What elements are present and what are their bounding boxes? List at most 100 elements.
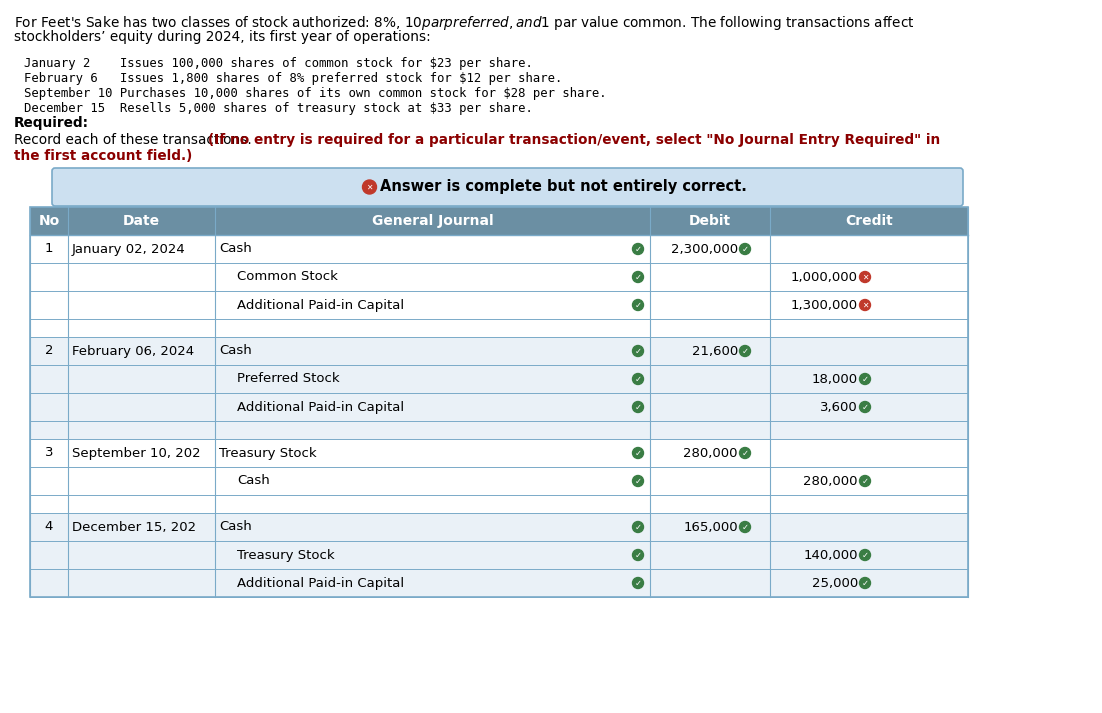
Circle shape [739,346,750,356]
Text: ✓: ✓ [862,578,868,588]
Circle shape [633,578,644,588]
Text: February 06, 2024: February 06, 2024 [72,344,194,357]
Bar [30,319,968,337]
Text: stockholders’ equity during 2024, its first year of operations:: stockholders’ equity during 2024, its fi… [14,30,431,44]
Text: 3: 3 [45,446,53,459]
Text: 280,000: 280,000 [803,474,858,488]
Text: General Journal: General Journal [371,214,494,228]
Text: 2,300,000: 2,300,000 [671,242,738,255]
Bar [30,421,968,439]
Text: ✕: ✕ [862,272,868,282]
Text: ✓: ✓ [635,300,641,309]
Text: 2: 2 [45,344,53,357]
Text: Preferred Stock: Preferred Stock [237,372,339,386]
Text: ✓: ✓ [635,448,641,458]
Circle shape [633,299,644,310]
Text: ✕: ✕ [366,183,372,192]
FancyBboxPatch shape [52,168,963,206]
Text: Debit: Debit [689,214,731,228]
Text: 1: 1 [45,242,53,255]
Text: Cash: Cash [219,344,251,357]
Text: ✓: ✓ [862,403,868,411]
Text: ✓: ✓ [862,476,868,486]
Text: Cash: Cash [237,474,270,488]
Text: ✓: ✓ [742,347,748,356]
Bar [30,235,968,263]
Bar [30,337,968,365]
Text: September 10, 202: September 10, 202 [72,446,201,459]
Circle shape [860,550,871,560]
Text: December 15  Resells 5,000 shares of treasury stock at $33 per share.: December 15 Resells 5,000 shares of trea… [24,102,533,115]
Text: 1,000,000: 1,000,000 [791,270,858,284]
Text: ✕: ✕ [862,300,868,309]
Circle shape [860,578,871,588]
Text: ✓: ✓ [635,476,641,486]
Text: 21,600: 21,600 [692,344,738,357]
Text: Additional Paid-in Capital: Additional Paid-in Capital [237,299,404,312]
Text: Additional Paid-in Capital: Additional Paid-in Capital [237,577,404,590]
Bar [30,495,968,513]
Text: ✓: ✓ [862,550,868,560]
Text: September 10 Purchases 10,000 shares of its own common stock for $28 per share.: September 10 Purchases 10,000 shares of … [24,87,606,100]
Text: Date: Date [123,214,160,228]
Text: the first account field.): the first account field.) [14,149,192,163]
Text: Additional Paid-in Capital: Additional Paid-in Capital [237,401,404,414]
Bar [30,569,968,597]
Text: February 6   Issues 1,800 shares of 8% preferred stock for $12 per share.: February 6 Issues 1,800 shares of 8% pre… [24,72,562,85]
Text: ✓: ✓ [742,448,748,458]
Text: 1,300,000: 1,300,000 [791,299,858,312]
Circle shape [860,299,871,310]
Circle shape [633,244,644,255]
Text: ✓: ✓ [742,245,748,254]
Text: Cash: Cash [219,520,251,533]
Text: ✓: ✓ [635,578,641,588]
Text: ✓: ✓ [635,523,641,531]
Circle shape [739,448,750,458]
Text: 165,000: 165,000 [683,520,738,533]
Circle shape [363,180,377,194]
Text: 18,000: 18,000 [812,372,858,386]
Circle shape [860,374,871,384]
Text: 4: 4 [45,520,53,533]
Text: ✓: ✓ [635,272,641,282]
Circle shape [860,476,871,486]
Bar [30,393,968,421]
Text: 140,000: 140,000 [803,548,858,562]
Circle shape [633,346,644,356]
Text: 280,000: 280,000 [683,446,738,459]
Bar [30,365,968,393]
Bar [30,439,968,467]
Bar [30,541,968,569]
Circle shape [633,448,644,458]
Text: ✓: ✓ [635,347,641,356]
Text: Common Stock: Common Stock [237,270,338,284]
Bar [30,263,968,291]
Circle shape [633,374,644,384]
Circle shape [633,476,644,486]
Text: Treasury Stock: Treasury Stock [219,446,316,459]
Bar [30,207,968,235]
Bar [30,467,968,495]
Text: ✓: ✓ [635,403,641,411]
Text: ✓: ✓ [862,374,868,384]
Text: Cash: Cash [219,242,251,255]
Text: January 02, 2024: January 02, 2024 [72,242,186,255]
Text: No: No [39,214,60,228]
Text: 25,000: 25,000 [812,577,858,590]
Circle shape [860,272,871,282]
Text: ✓: ✓ [635,550,641,560]
Text: (If no entry is required for a particular transaction/event, select "No Journal : (If no entry is required for a particula… [208,133,940,147]
Text: For Feet's Sake has two classes of stock authorized: 8%, $10 par preferred, and : For Feet's Sake has two classes of stock… [14,14,915,32]
Text: 3,600: 3,600 [820,401,858,414]
Text: ✓: ✓ [742,523,748,531]
Bar [30,207,968,597]
Bar [30,291,968,319]
Text: January 2    Issues 100,000 shares of common stock for $23 per share.: January 2 Issues 100,000 shares of commo… [24,57,533,70]
Text: Required:: Required: [14,116,89,130]
Circle shape [633,272,644,282]
Circle shape [860,401,871,413]
Text: Answer is complete but not entirely correct.: Answer is complete but not entirely corr… [379,180,746,195]
Text: Record each of these transactions.: Record each of these transactions. [14,133,256,147]
Circle shape [633,550,644,560]
Text: ✓: ✓ [635,374,641,384]
